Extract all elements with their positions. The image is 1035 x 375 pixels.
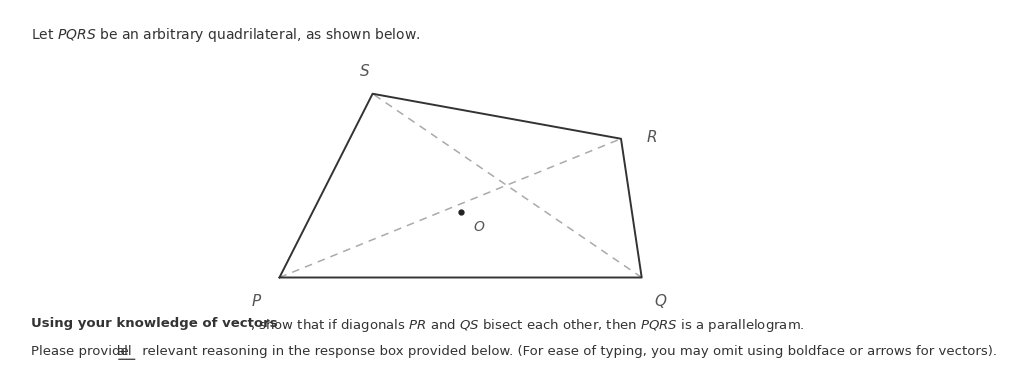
Text: relevant reasoning in the response box provided below. (For ease of typing, you : relevant reasoning in the response box p… <box>138 345 997 358</box>
Text: $P$: $P$ <box>252 292 262 309</box>
Text: Please provide: Please provide <box>31 345 134 358</box>
Text: $S$: $S$ <box>359 63 369 80</box>
Text: , show that if diagonals $\mathit{PR}$ and $\mathit{QS}$ bisect each other, then: , show that if diagonals $\mathit{PR}$ a… <box>250 317 805 334</box>
Text: Let $\mathit{PQRS}$ be an arbitrary quadrilateral, as shown below.: Let $\mathit{PQRS}$ be an arbitrary quad… <box>31 26 420 44</box>
Text: all: all <box>116 345 131 358</box>
Text: $Q$: $Q$ <box>654 292 667 310</box>
Text: Using your knowledge of vectors: Using your knowledge of vectors <box>31 317 277 330</box>
Text: $O$: $O$ <box>473 220 485 234</box>
Text: $R$: $R$ <box>647 129 657 145</box>
